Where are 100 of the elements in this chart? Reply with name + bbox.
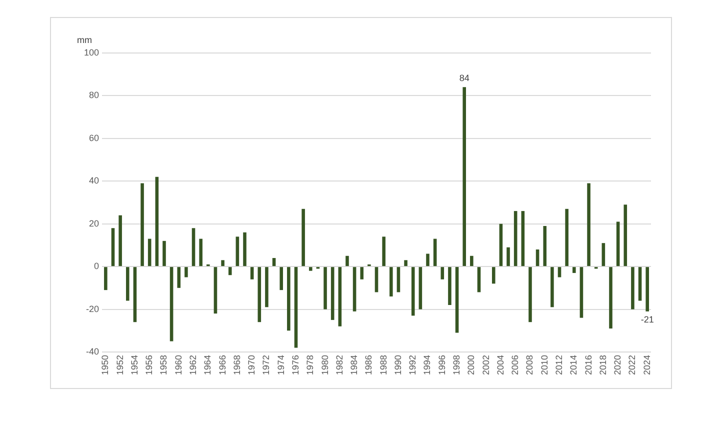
x-tick-label: 1986 [364,354,374,376]
bar [199,238,202,266]
bar [221,260,224,266]
x-tick-label: 1970 [246,354,257,376]
bar [528,267,532,322]
bar [587,183,590,266]
bar [506,247,510,266]
x-tick-label: 1994 [422,354,432,376]
bar [470,256,474,266]
bar [374,267,378,292]
bar [294,267,298,348]
bar [602,243,606,266]
bar [390,267,393,296]
bar [624,204,628,266]
x-tick-label: 2018 [598,354,608,376]
x-tick-label: 2004 [495,354,506,376]
bar [631,267,634,310]
x-tick-label: 1974 [276,354,286,376]
x-tick-label: 2006 [510,354,520,376]
bar [616,222,620,266]
x-tick-label: 1968 [232,354,242,376]
bar [477,267,481,292]
x-tick-label: 1950 [100,354,110,376]
bar [396,267,400,292]
bar [558,267,562,278]
x-tick-label: 1996 [436,354,447,376]
x-tick-label: 1992 [408,354,418,376]
bar [426,254,430,266]
bar [324,267,327,310]
bar [243,232,246,266]
x-tick-label: 2008 [524,354,535,376]
data-label: -21 [640,314,654,324]
x-tick-label: 2024 [642,354,652,376]
bar [462,87,466,266]
bar [346,256,349,266]
bar [228,267,232,276]
bar [352,267,356,312]
bar [580,267,584,318]
bar [572,267,576,273]
x-tick-label: 1956 [144,354,154,376]
x-tick-label: 2016 [583,354,594,376]
x-tick-label: 1972 [261,354,272,376]
bar [250,267,254,280]
x-tick-label: 2002 [480,354,491,376]
x-tick-label: 1964 [202,354,213,376]
bar [536,249,540,266]
bar [550,267,554,308]
bar [338,267,342,326]
y-tick-label: -40 [86,346,100,356]
x-tick-label: 1976 [290,354,300,376]
bar [646,267,649,312]
bar [514,211,518,266]
bar [455,267,459,333]
bar [433,238,437,266]
bar [118,215,122,266]
bar [170,267,174,342]
bar [565,208,568,266]
x-tick-label: 1998 [452,354,462,376]
bar [111,228,115,266]
bar [609,267,612,328]
bar [330,267,334,320]
bar [302,208,305,266]
x-tick-label: 2000 [466,354,476,376]
x-tick-label: 2022 [627,354,638,376]
y-tick-label: 0 [94,261,100,272]
bar [236,236,240,266]
bar [265,267,268,308]
bar [543,226,547,266]
bar [308,267,312,271]
bar [162,240,166,266]
bar [382,236,386,266]
bar [287,267,290,331]
y-tick-label: 100 [84,47,100,58]
bar [133,267,137,322]
bar [192,228,196,266]
bar [280,267,283,290]
x-tick-label: 2010 [539,354,550,376]
y-axis-title: mm [77,34,92,45]
x-tick-label: 2012 [554,354,564,376]
x-tick-label: 1978 [305,354,316,376]
x-tick-label: 2020 [612,354,623,376]
bar [258,267,262,322]
bar [104,267,108,290]
bar [272,258,276,266]
bar [521,211,525,266]
bar [499,224,503,266]
bar [214,267,218,314]
bar [126,267,130,301]
x-tick-label: 1990 [392,354,403,376]
bar [448,267,452,305]
x-tick-label: 1984 [349,354,360,376]
bar [155,176,159,266]
y-tick-label: 80 [89,90,100,100]
x-tick-label: 1980 [320,354,330,376]
bar [177,267,181,288]
bar [638,267,642,301]
bar [404,260,408,266]
bar [492,267,496,284]
bar [360,267,364,280]
bar [148,238,152,266]
